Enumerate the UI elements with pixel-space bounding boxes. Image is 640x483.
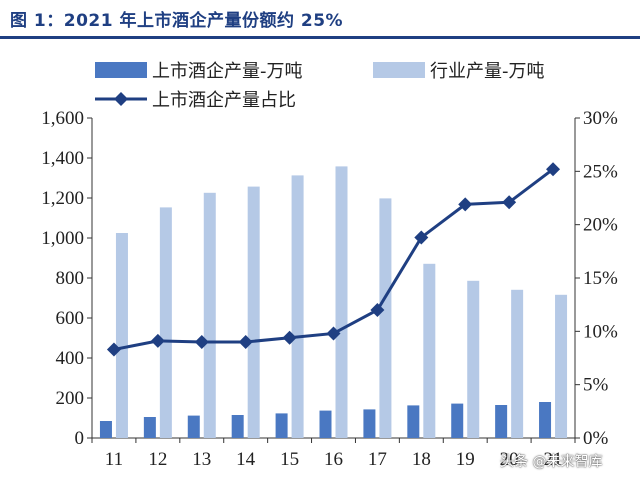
- y-left-tick-label: 1,400: [41, 148, 84, 169]
- line-marker: [194, 335, 209, 349]
- y-left-tick-label: 1,000: [41, 228, 84, 249]
- legend-label-share: 上市酒企产量占比: [152, 90, 296, 111]
- x-tick-label: 17: [368, 449, 387, 470]
- x-tick-label: 21: [544, 449, 563, 470]
- bar: [335, 166, 348, 438]
- axes: [87, 117, 580, 443]
- legend-swatch-listed-output: [95, 62, 147, 78]
- bar: [379, 198, 392, 438]
- bar: [187, 415, 200, 438]
- x-tick-label: 20: [500, 449, 519, 470]
- line-marker: [370, 303, 385, 317]
- bar: [555, 294, 568, 438]
- line-marker: [414, 230, 429, 245]
- y-left-tick-label: 1,600: [41, 108, 84, 129]
- y-right-tick-label: 10%: [583, 321, 618, 342]
- chart-title: 图 1：2021 年上市酒企产量份额约 25%: [10, 11, 344, 31]
- legend-label-industry-output: 行业产量-万吨: [430, 61, 545, 82]
- legend-label-listed-output: 上市酒企产量-万吨: [152, 61, 303, 82]
- title-bar: 图 1：2021 年上市酒企产量份额约 25%: [0, 0, 640, 40]
- bar: [291, 175, 304, 438]
- y-right-tick-label: 0%: [583, 428, 609, 449]
- share-line: [113, 168, 554, 351]
- watermark: 头条 @未来智库: [500, 454, 603, 470]
- x-tick-label: 12: [148, 449, 167, 470]
- line-marker: [282, 330, 297, 345]
- bar: [247, 186, 260, 438]
- x-tick-label: 14: [236, 449, 256, 470]
- x-tick-label: 16: [324, 449, 343, 470]
- bar: [231, 415, 244, 438]
- bar: [275, 413, 288, 438]
- bar: [99, 421, 112, 438]
- line-marker: [502, 195, 517, 210]
- y-left-tick-label: 200: [56, 388, 85, 409]
- title-rule: [0, 36, 640, 39]
- bar: [511, 289, 524, 438]
- x-tick-label: 11: [105, 449, 123, 470]
- legend-swatch-industry-output: [373, 62, 425, 78]
- bar: [451, 403, 464, 438]
- bar: [467, 280, 480, 438]
- x-tick-label: 15: [280, 449, 299, 470]
- bar: [159, 207, 172, 438]
- y-left-tick-label: 600: [56, 308, 85, 329]
- bar: [363, 409, 376, 438]
- y-right-tick-label: 15%: [583, 268, 618, 289]
- bar: [495, 405, 508, 438]
- line-marker: [238, 335, 253, 349]
- y-left-tick-label: 1,200: [41, 188, 84, 209]
- y-left-tick-label: 0: [75, 428, 85, 449]
- tick-labels: 0 200 400 600 800 1,000 1,200 1,400 1,600 0% 5% 10%…: [41, 108, 618, 470]
- bar: [203, 192, 216, 438]
- y-left-tick-label: 800: [56, 268, 85, 289]
- line-marker: [546, 162, 561, 177]
- line-marker: [106, 342, 121, 357]
- y-left-tick-label: 400: [56, 348, 85, 369]
- y-right-tick-label: 25%: [583, 161, 618, 182]
- x-tick-label: 19: [456, 449, 475, 470]
- line-series: [106, 162, 561, 357]
- bar: [407, 405, 420, 438]
- y-right-tick-label: 30%: [583, 108, 618, 129]
- bars: [99, 166, 568, 438]
- y-right-tick-label: 5%: [583, 375, 609, 396]
- bar: [319, 410, 332, 438]
- line-marker: [150, 333, 165, 348]
- y-right-tick-label: 20%: [583, 215, 618, 236]
- legend-marker-share: [114, 92, 128, 106]
- line-marker: [326, 326, 341, 341]
- line-marker: [458, 197, 473, 212]
- x-tick-label: 13: [192, 449, 211, 470]
- bar: [143, 417, 156, 438]
- bar: [115, 233, 128, 438]
- x-tick-label: 18: [412, 449, 431, 470]
- bar: [539, 402, 552, 438]
- bar: [423, 263, 436, 438]
